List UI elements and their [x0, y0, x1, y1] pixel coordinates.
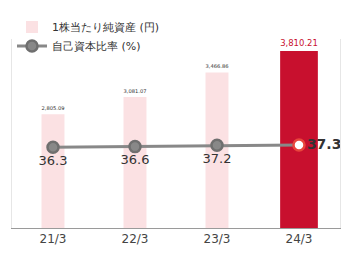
svg-text:21/3: 21/3	[40, 232, 67, 246]
svg-text:3,081.07: 3,081.07	[124, 88, 147, 94]
svg-text:3,466.86: 3,466.86	[206, 63, 229, 69]
svg-text:2,805.09: 2,805.09	[42, 105, 65, 111]
svg-text:22/3: 22/3	[122, 232, 149, 246]
svg-text:37.2: 37.2	[203, 151, 232, 166]
svg-text:23/3: 23/3	[204, 232, 231, 246]
svg-text:36.3: 36.3	[39, 153, 68, 168]
svg-text:36.6: 36.6	[121, 152, 150, 167]
svg-text:自己資本比率 (%): 自己資本比率 (%)	[52, 40, 141, 53]
svg-text:3,810.21: 3,810.21	[280, 38, 318, 48]
svg-text:37.3: 37.3	[307, 136, 342, 152]
svg-text:24/3: 24/3	[286, 232, 313, 246]
svg-text:1株当たり純資産 (円): 1株当たり純資産 (円)	[52, 21, 159, 34]
